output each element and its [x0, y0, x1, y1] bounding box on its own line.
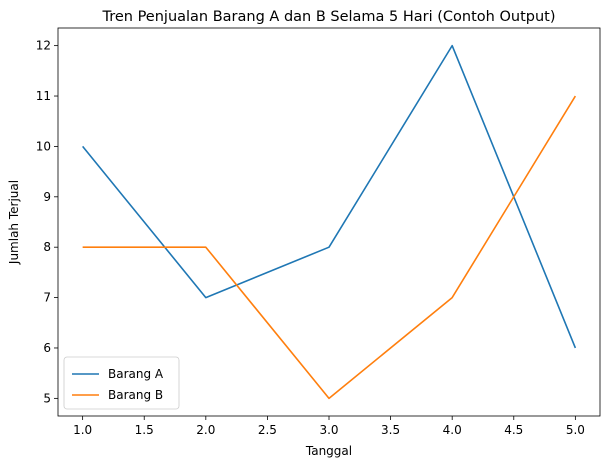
y-axis-label: Jumlah Terjual: [7, 180, 21, 265]
y-tick-label: 9: [43, 190, 51, 204]
y-tick-label: 10: [36, 139, 51, 153]
x-tick-label: 3.5: [381, 423, 400, 437]
legend-label: Barang A: [108, 367, 164, 381]
chart-title: Tren Penjualan Barang A dan B Selama 5 H…: [101, 9, 555, 25]
x-tick-label: 5.0: [566, 423, 585, 437]
x-tick-label: 1.5: [135, 423, 154, 437]
series-line-barang-b: [82, 95, 577, 400]
x-tick-label: 4.5: [504, 423, 523, 437]
legend-box: [63, 356, 180, 410]
legend-label: Barang B: [108, 388, 163, 402]
series-lines: [82, 44, 577, 400]
y-axis: 5 6 7 8 9 10 11 12: [36, 39, 58, 405]
x-tick-label: 2.5: [258, 423, 277, 437]
y-tick-label: 12: [36, 39, 51, 53]
x-axis: 1.0 1.5 2.0 2.5 3.0 3.5 4.0 4.5 5.0: [73, 416, 585, 437]
y-tick-label: 8: [43, 240, 51, 254]
legend: Barang A Barang B: [63, 356, 180, 410]
x-axis-label: Tanggal: [305, 444, 352, 458]
y-tick-label: 5: [43, 391, 51, 405]
x-tick-label: 1.0: [73, 423, 92, 437]
y-tick-label: 7: [43, 291, 51, 305]
y-tick-label: 6: [43, 341, 51, 355]
x-tick-label: 4.0: [443, 423, 462, 437]
series-line-barang-a: [82, 44, 577, 349]
y-tick-label: 11: [36, 89, 51, 103]
x-tick-label: 2.0: [196, 423, 215, 437]
plot-area: 1.0 1.5 2.0 2.5 3.0 3.5 4.0 4.5 5.0 56789101112 …: [36, 27, 601, 437]
x-tick-label: 3.0: [319, 423, 338, 437]
